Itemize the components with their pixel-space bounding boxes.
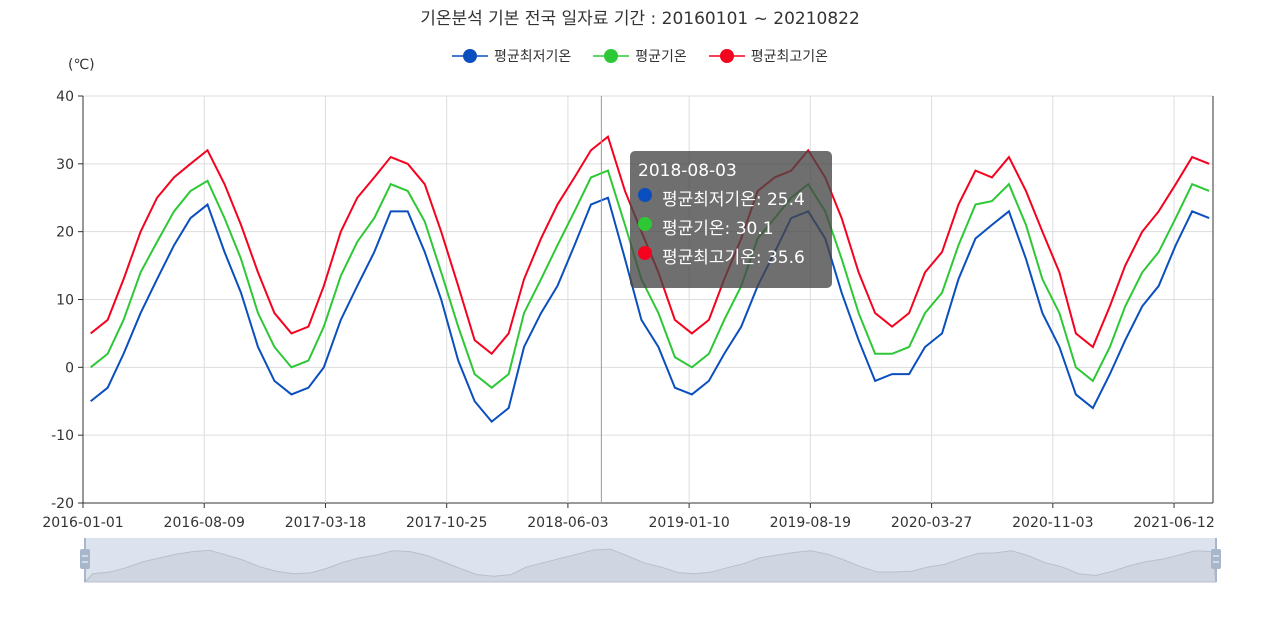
x-tick-label: 2017-03-18: [285, 515, 366, 531]
tooltip-row-avg: 평균기온: 30.1: [638, 215, 824, 244]
x-tick-label: 2016-08-09: [164, 515, 245, 531]
legend-item-max[interactable]: 평균최고기온: [708, 46, 829, 66]
y-tick-label: -20: [51, 496, 74, 512]
legend-marker-icon: [451, 49, 488, 63]
tooltip-value: 평균최저기온: 25.4: [662, 190, 805, 210]
x-tick-label: 2020-11-03: [1012, 515, 1093, 531]
x-tick-label: 2017-10-25: [406, 515, 487, 531]
tooltip-row-min: 평균최저기온: 25.4: [638, 186, 824, 215]
x-tick-label: 2021-06-12: [1133, 515, 1214, 531]
tooltip: 2018-08-03 평균최저기온: 25.4 평균기온: 30.1 평균최고기…: [630, 151, 832, 288]
y-tick-label: 30: [56, 157, 74, 173]
legend-item-min[interactable]: 평균최저기온: [451, 46, 572, 66]
y-tick-label: 40: [56, 89, 74, 105]
datazoom-left-handle[interactable]: [80, 549, 90, 569]
legend-item-avg[interactable]: 평균기온: [593, 46, 687, 66]
legend: 평균최저기온 평균기온 평균최고기온: [0, 46, 1280, 66]
legend-label: 평균기온: [635, 49, 687, 65]
x-tick-label: 2020-03-27: [891, 515, 972, 531]
legend-marker-icon: [593, 49, 630, 63]
x-tick-label: 2019-01-10: [648, 515, 729, 531]
y-tick-label: 10: [56, 293, 74, 309]
tooltip-value: 평균기온: 30.1: [662, 219, 774, 239]
tooltip-date: 2018-08-03: [638, 161, 737, 181]
legend-marker-icon: [708, 49, 745, 63]
series-dot-icon: [638, 216, 652, 231]
series-line-0: [90, 196, 1210, 423]
y-tick-label: -10: [51, 428, 74, 444]
series-dot-icon: [638, 187, 652, 202]
datazoom-right-handle[interactable]: [1211, 549, 1221, 569]
legend-label: 평균최저기온: [493, 49, 572, 65]
tooltip-row-max: 평균최고기온: 35.6: [638, 244, 824, 273]
y-axis-unit-label: (℃): [68, 57, 95, 73]
series-dot-icon: [638, 245, 652, 260]
y-tick-label: 20: [56, 225, 74, 241]
legend-label: 평균최고기온: [750, 49, 829, 65]
x-tick-label: 2016-01-01: [42, 515, 123, 531]
datazoom-preview: [83, 548, 1217, 583]
x-tick-label: 2018-06-03: [527, 515, 608, 531]
series-line-1: [90, 169, 1210, 389]
tooltip-value: 평균최고기온: 35.6: [662, 248, 805, 268]
x-tick-label: 2019-08-19: [770, 515, 851, 531]
chart-title: 기온분석 기본 전국 일자료 기간 : 20160101 ~ 20210822: [420, 9, 860, 29]
y-tick-label: 0: [65, 360, 74, 376]
